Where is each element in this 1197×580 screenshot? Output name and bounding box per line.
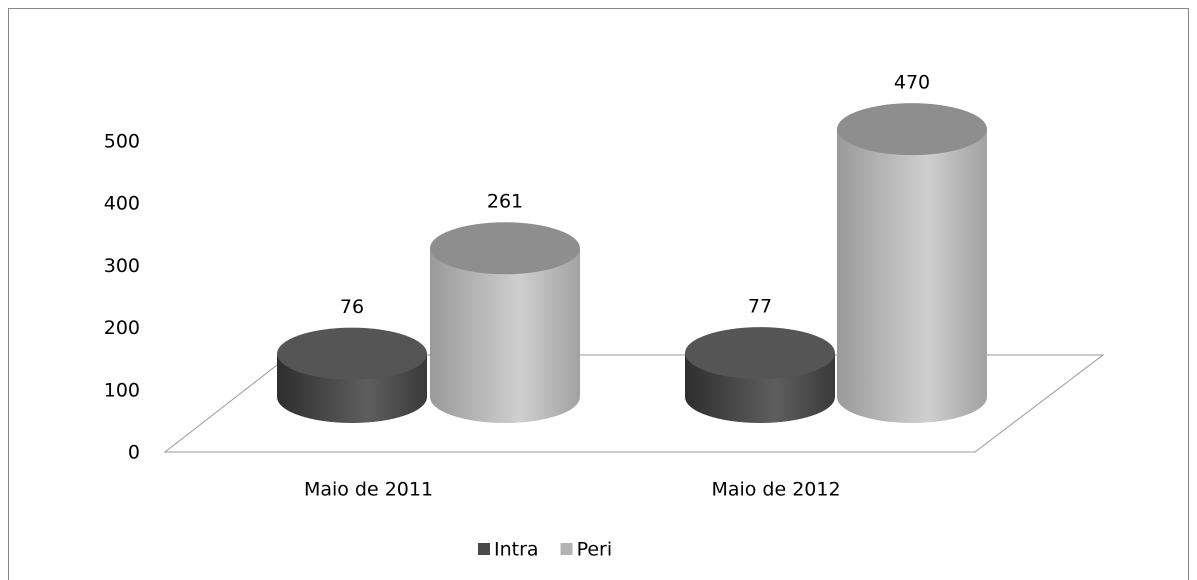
y-tick-label: 100 xyxy=(104,379,140,401)
y-tick-label: 0 xyxy=(128,442,140,464)
data-label: 470 xyxy=(894,72,930,94)
x-tick-label: Maio de 2011 xyxy=(304,479,433,501)
floor xyxy=(163,354,1105,453)
data-label: 77 xyxy=(748,296,772,318)
legend-swatch xyxy=(478,543,490,555)
cylinder-top xyxy=(837,103,987,156)
legend-swatch xyxy=(560,543,573,555)
cylinder-body xyxy=(837,129,987,423)
cylinder-top xyxy=(430,222,580,275)
y-tick-label: 200 xyxy=(104,317,140,339)
y-tick-label: 400 xyxy=(104,193,140,215)
cylinder-body xyxy=(430,248,580,423)
legend-label: Peri xyxy=(577,539,613,561)
y-tick-label: 500 xyxy=(104,131,140,153)
data-label: 261 xyxy=(487,191,523,213)
x-tick-label: Maio de 2012 xyxy=(711,479,840,501)
cylinder-top xyxy=(685,327,835,380)
cylinder-top xyxy=(277,327,427,380)
chart-frame xyxy=(8,8,1189,580)
y-tick-label: 300 xyxy=(104,255,140,277)
data-label: 76 xyxy=(340,296,364,318)
legend-label: Intra xyxy=(494,539,539,561)
